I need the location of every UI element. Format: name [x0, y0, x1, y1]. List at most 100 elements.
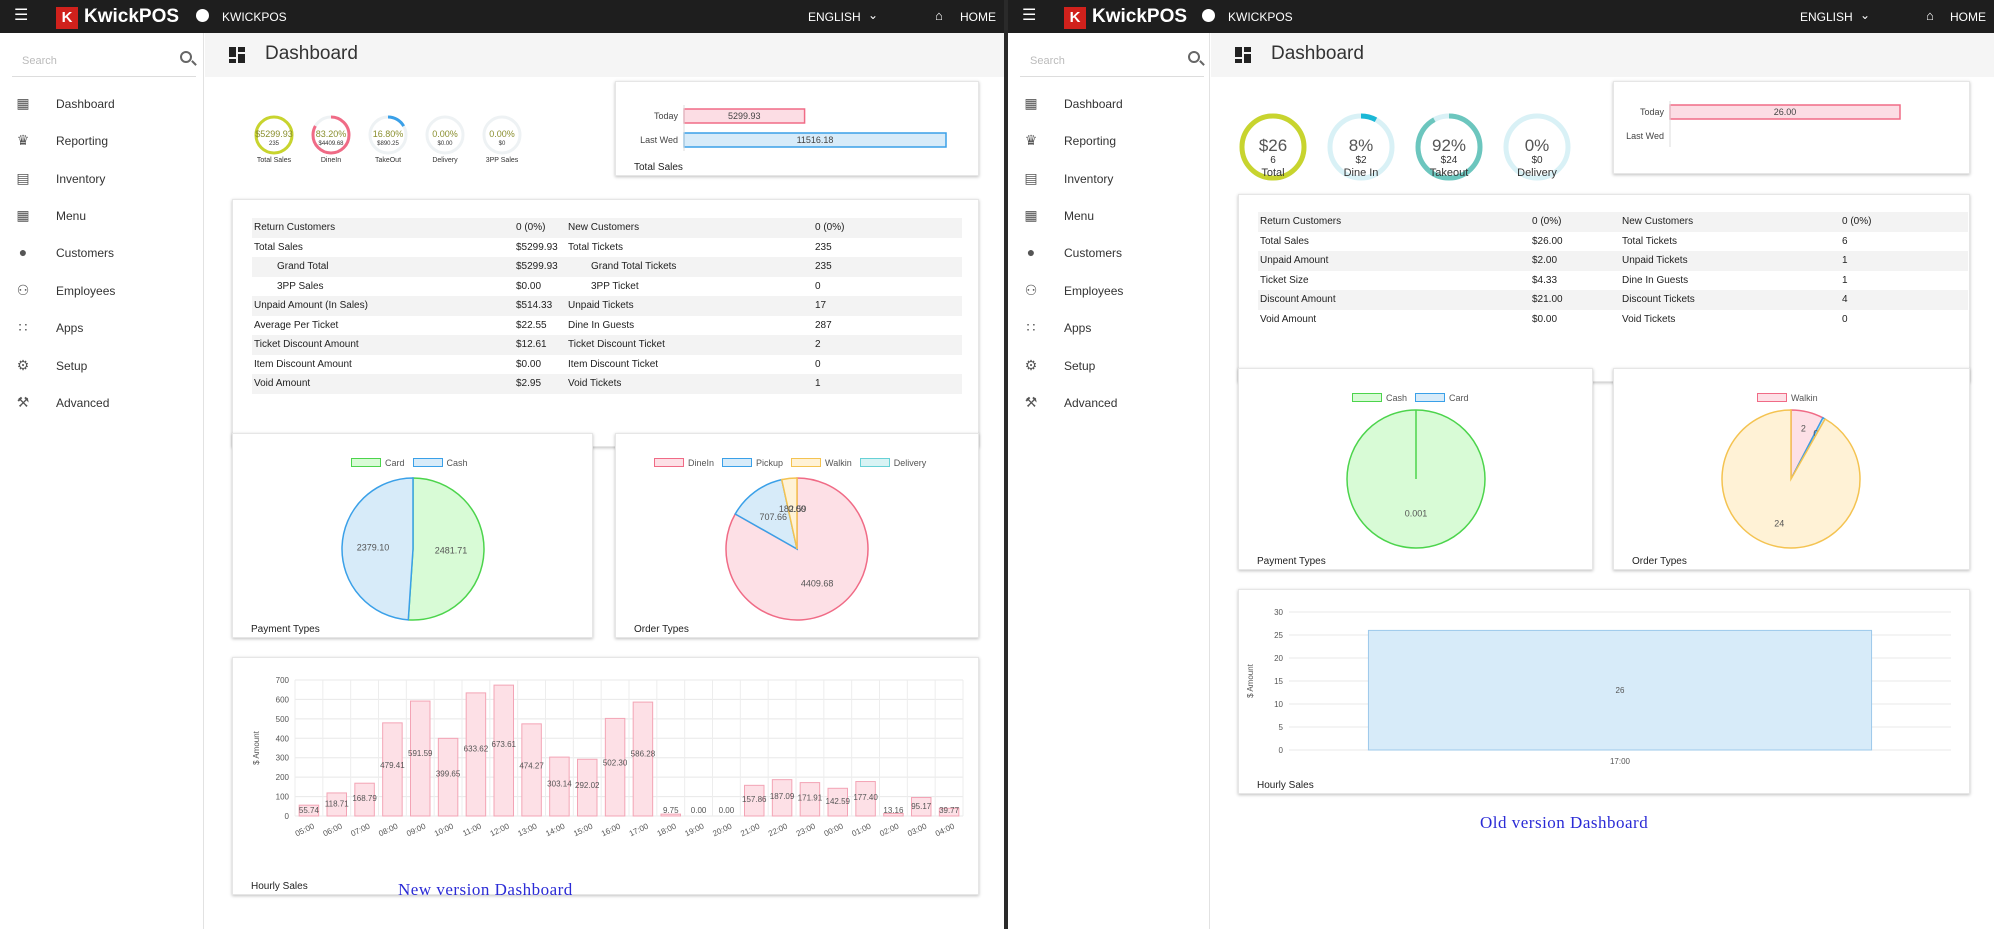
hamburger-menu-icon[interactable]: ☰ — [1022, 7, 1037, 24]
sidebar-item-label: Reporting — [56, 134, 109, 148]
hourly-bar — [660, 813, 681, 817]
chevron-down-icon[interactable]: ⌄ — [1860, 8, 1871, 22]
sidebar-item-customers[interactable]: ● Customers — [1008, 236, 1212, 268]
sidebar-item-employees[interactable]: ⚇ Employees — [1008, 274, 1212, 306]
table-cell: 2 — [815, 339, 821, 350]
legend-swatch — [412, 458, 443, 467]
sidebar-item-apps[interactable]: ∷ Apps — [0, 311, 204, 343]
dashboard-icon: ▦ — [16, 95, 30, 111]
search-placeholder: Search — [22, 55, 57, 67]
hamburger-menu-icon[interactable]: ☰ — [14, 7, 29, 24]
account-name[interactable]: KWICKPOS — [222, 10, 287, 24]
sidebar-item-advanced[interactable]: ⚒ Advanced — [0, 386, 204, 418]
bar-value-label: 586.28 — [631, 749, 656, 758]
sidebar-item-menu[interactable]: ▦ Menu — [1008, 199, 1212, 231]
sidebar-item-advanced[interactable]: ⚒ Advanced — [1008, 386, 1212, 418]
sidebar-item-reporting[interactable]: ♛ Reporting — [1008, 124, 1212, 156]
search-icon[interactable] — [1188, 51, 1200, 63]
hourly-bar — [855, 781, 876, 817]
bar-value-label: 26 — [1616, 686, 1625, 695]
sidebar-item-inventory[interactable]: ▤ Inventory — [1008, 162, 1212, 194]
search-input[interactable]: Search — [1020, 47, 1204, 77]
table-cell: 17 — [815, 300, 827, 311]
table-row: Ticket Size $4.33 Dine In Guests 1 — [1258, 271, 1968, 291]
home-icon[interactable]: ⌂ — [1926, 8, 1934, 23]
table-cell: Item Discount Ticket — [568, 358, 659, 370]
sidebar-item-label: Menu — [1064, 209, 1095, 223]
sidebar-item-menu[interactable]: ▦ Menu — [0, 199, 204, 231]
gauge-value: 8% — [1349, 136, 1374, 155]
sidebar-item-setup[interactable]: ⚙ Setup — [0, 349, 204, 381]
bar-value-label: 187.09 — [770, 792, 795, 801]
legend-entry: Delivery — [893, 458, 927, 468]
table-cell: 3PP Ticket — [591, 280, 639, 292]
sidebar-item-setup[interactable]: ⚙ Setup — [1008, 349, 1212, 381]
table-cell: $4.33 — [1532, 274, 1558, 286]
sidebar-item-dashboard[interactable]: ▦ Dashboard — [0, 87, 204, 119]
search-input[interactable]: Search — [12, 47, 196, 77]
bar-value-label: 168.79 — [352, 794, 377, 803]
bar-value-label: 474.27 — [519, 761, 544, 770]
pie-slice — [407, 477, 485, 621]
sidebar-item-label: Setup — [1064, 359, 1096, 373]
main-content: Dashboard $5299.93 235 Total Sales 83.20% $4… — [205, 33, 1004, 929]
bar-value-label: 55.74 — [299, 806, 320, 815]
home-link[interactable]: HOME — [960, 10, 996, 24]
gauge-sub: $0 — [1531, 155, 1543, 166]
brand-name: KwickPOS — [84, 6, 180, 27]
gauge-value: 83.20% — [316, 129, 347, 139]
sidebar-item-apps[interactable]: ∷ Apps — [1008, 311, 1212, 343]
gauge-label: Total — [1261, 167, 1284, 179]
gauge-sub: $0.00 — [437, 141, 453, 147]
legend-entry: Walkin — [825, 458, 852, 468]
table-cell: Unpaid Amount (In Sales) — [254, 300, 368, 311]
account-name[interactable]: KWICKPOS — [1228, 10, 1293, 24]
chevron-down-icon[interactable]: ⌄ — [868, 8, 879, 22]
table-row: Return Customers 0 (0%) New Customers 0 (0%… — [252, 218, 962, 238]
home-link[interactable]: HOME — [1950, 10, 1986, 24]
payment-types-pie: 2481.71 2379.10 — [341, 477, 485, 621]
bar-label: Last Wed — [640, 135, 678, 145]
sidebar-item-inventory[interactable]: ▤ Inventory — [0, 162, 204, 194]
hourly-bar — [604, 717, 626, 817]
table-cell: Ticket Discount Amount — [254, 339, 359, 350]
legend-entry: DineIn — [688, 458, 715, 468]
sidebar-item-reporting[interactable]: ♛ Reporting — [0, 124, 204, 156]
x-tick-label: 11:00 — [461, 821, 483, 838]
table-cell: Total Tickets — [1622, 235, 1678, 247]
payment-types-legend: Card Cash — [343, 458, 468, 468]
x-tick-label: 07:00 — [349, 821, 371, 838]
sidebar-item-label: Inventory — [56, 172, 106, 186]
legend-swatch — [1415, 393, 1446, 402]
bar-value-label: 118.71 — [325, 799, 349, 808]
table-cell: $26.00 — [1532, 235, 1563, 247]
search-icon[interactable] — [180, 51, 192, 63]
sidebar-item-customers[interactable]: ● Customers — [0, 236, 204, 268]
sidebar-item-dashboard[interactable]: ▦ Dashboard — [1008, 87, 1212, 119]
language-select[interactable]: ENGLISH — [808, 10, 861, 24]
gauge-sub: 235 — [269, 141, 280, 147]
order-types-title: Order Types — [1632, 556, 1687, 567]
home-icon[interactable]: ⌂ — [935, 8, 943, 23]
bar-label: Last Wed — [1626, 131, 1664, 141]
new-dashboard-pane: ☰ K KwickPOS KWICKPOS ENGLISH ⌄ ⌂ HOME S… — [0, 0, 1004, 929]
hourly-bar — [465, 692, 487, 817]
person-icon: ● — [18, 244, 28, 260]
sidebar: Search ▦ Dashboard ♛ Reporting ▤ Inventory … — [0, 33, 204, 929]
bar-value-label: 9.75 — [663, 806, 679, 815]
gauge-sub: $0 — [499, 141, 506, 147]
language-select[interactable]: ENGLISH — [1800, 10, 1853, 24]
gauge-label: Delivery — [1517, 167, 1557, 179]
gauge-arc — [1239, 113, 1307, 181]
sidebar-item-label: Dashboard — [1064, 97, 1123, 111]
table-cell: 1 — [1842, 255, 1848, 266]
order-types-pie: 2 024 — [1721, 409, 1861, 549]
total-sales-card: Today 5299.93 Last Wed 11516.18 Total Sales — [615, 81, 979, 176]
account-icon[interactable] — [196, 9, 209, 22]
account-icon[interactable] — [1202, 9, 1215, 22]
apps-icon: ∷ — [18, 319, 28, 335]
legend-swatch — [791, 458, 822, 467]
sidebar-item-employees[interactable]: ⚇ Employees — [0, 274, 204, 306]
gauge-sub: $24 — [1441, 155, 1458, 166]
